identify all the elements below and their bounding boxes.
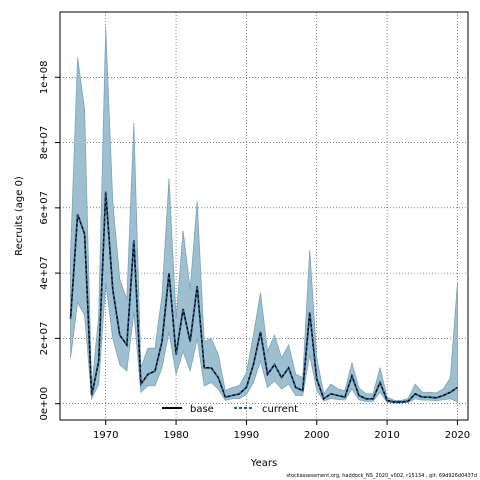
y-tick-label: 0e+00 [39,387,50,421]
y-tick-label: 8e+07 [39,126,50,160]
x-tick-label: 1980 [163,430,188,441]
x-tick-label: 1970 [93,430,118,441]
x-axis-title: Years [250,458,277,469]
x-tick-label: 2000 [304,430,329,441]
footnote: stockassessment.org, haddock_NS_2020_v00… [286,473,477,479]
x-tick-label: 2010 [374,430,399,441]
y-tick-label: 1e+08 [39,60,50,94]
x-tick-label: 2020 [445,430,470,441]
y-axis-title: Recruits (age 0) [14,176,25,256]
x-tick-label: 1990 [234,430,259,441]
x-axis: 1970 1980 1990 2000 2010 2020 [93,420,470,441]
y-tick-label: 6e+07 [39,191,50,225]
y-axis: 0e+00 2e+07 4e+07 6e+07 8e+07 1e+08 [39,60,60,420]
legend: base current [162,404,298,415]
confidence-band [70,28,458,404]
legend-base-label: base [190,404,214,415]
legend-current-label: current [262,404,298,415]
series-current-line [69,191,458,403]
plot-frame [59,11,469,421]
y-tick-label: 2e+07 [39,322,50,356]
y-tick-label: 4e+07 [39,256,50,290]
